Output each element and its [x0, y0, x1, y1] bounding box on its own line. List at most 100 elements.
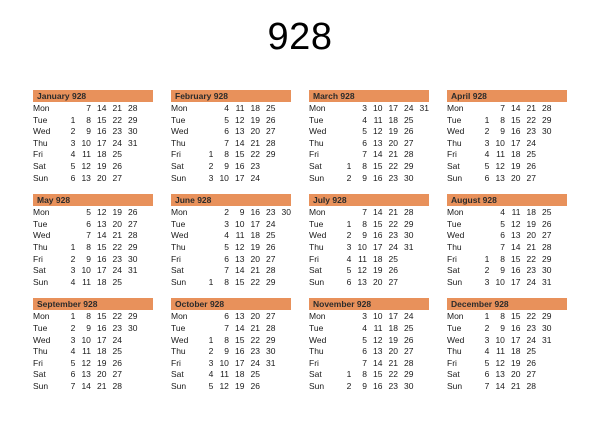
day-cell[interactable]: 26	[404, 126, 414, 137]
day-cell[interactable]: 30	[404, 172, 414, 183]
day-cell[interactable]: 21	[250, 137, 260, 148]
day-cell[interactable]: 2	[484, 322, 490, 333]
day-cell[interactable]: 14	[372, 207, 383, 218]
day-cell[interactable]: 30	[404, 230, 414, 241]
day-cell[interactable]: 13	[510, 230, 521, 241]
day-cell[interactable]: 16	[96, 126, 107, 137]
day-cell[interactable]: 12	[372, 126, 383, 137]
day-cell[interactable]: 19	[510, 160, 521, 171]
day-cell[interactable]: 14	[234, 265, 245, 276]
day-cell[interactable]: 3	[346, 241, 352, 252]
day-cell[interactable]: 31	[128, 137, 138, 148]
day-cell[interactable]: 23	[388, 230, 398, 241]
day-cell[interactable]: 6	[86, 218, 91, 229]
day-cell[interactable]: 28	[112, 380, 122, 391]
day-cell[interactable]: 14	[372, 149, 383, 160]
day-cell[interactable]: 19	[96, 357, 107, 368]
day-cell[interactable]: 5	[224, 114, 229, 125]
day-cell[interactable]: 20	[250, 253, 260, 264]
day-cell[interactable]: 17	[510, 137, 521, 148]
day-cell[interactable]: 23	[388, 172, 398, 183]
day-cell[interactable]: 22	[388, 160, 398, 171]
day-cell[interactable]: 25	[542, 207, 552, 218]
day-cell[interactable]: 21	[526, 241, 536, 252]
day-cell[interactable]: 11	[82, 276, 91, 287]
day-cell[interactable]: 16	[372, 380, 383, 391]
day-cell[interactable]: 25	[266, 103, 276, 113]
day-cell[interactable]: 17	[96, 334, 107, 345]
day-cell[interactable]: 9	[224, 160, 229, 171]
day-cell[interactable]: 19	[526, 218, 536, 229]
day-cell[interactable]: 22	[250, 149, 260, 160]
day-cell[interactable]: 24	[112, 334, 122, 345]
day-cell[interactable]: 27	[388, 276, 398, 287]
day-cell[interactable]: 27	[526, 369, 536, 380]
day-cell[interactable]: 20	[388, 346, 398, 357]
day-cell[interactable]: 30	[542, 322, 552, 333]
day-cell[interactable]: 7	[70, 380, 76, 391]
day-cell[interactable]: 1	[346, 218, 352, 229]
day-cell[interactable]: 16	[96, 322, 107, 333]
day-cell[interactable]: 3	[484, 334, 490, 345]
day-cell[interactable]: 23	[266, 207, 276, 218]
day-cell[interactable]: 3	[484, 137, 490, 148]
day-cell[interactable]: 28	[266, 265, 276, 276]
day-cell[interactable]: 17	[234, 172, 245, 183]
day-cell[interactable]: 29	[128, 114, 138, 125]
day-cell[interactable]: 6	[70, 369, 76, 380]
day-cell[interactable]: 4	[362, 114, 367, 125]
day-cell[interactable]: 6	[224, 126, 229, 137]
day-cell[interactable]: 11	[496, 149, 505, 160]
day-cell[interactable]: 16	[372, 172, 383, 183]
day-cell[interactable]: 10	[81, 137, 91, 148]
day-cell[interactable]: 15	[372, 218, 383, 229]
day-cell[interactable]: 13	[234, 253, 245, 264]
day-cell[interactable]: 1	[346, 369, 352, 380]
day-cell[interactable]: 11	[358, 253, 367, 264]
day-cell[interactable]: 27	[404, 346, 414, 357]
day-cell[interactable]: 10	[219, 172, 229, 183]
day-cell[interactable]: 31	[404, 241, 414, 252]
day-cell[interactable]: 15	[234, 334, 245, 345]
day-cell[interactable]: 21	[96, 380, 107, 391]
day-cell[interactable]: 4	[362, 322, 367, 333]
day-cell[interactable]: 20	[510, 172, 521, 183]
day-cell[interactable]: 13	[372, 346, 383, 357]
day-cell[interactable]: 4	[70, 346, 76, 357]
day-cell[interactable]: 21	[510, 380, 521, 391]
day-cell[interactable]: 1	[346, 160, 352, 171]
day-cell[interactable]: 7	[86, 103, 91, 113]
day-cell[interactable]: 29	[266, 334, 276, 345]
day-cell[interactable]: 19	[372, 265, 383, 276]
day-cell[interactable]: 22	[250, 334, 260, 345]
day-cell[interactable]: 28	[542, 103, 552, 113]
day-cell[interactable]: 17	[510, 334, 521, 345]
day-cell[interactable]: 12	[495, 357, 505, 368]
day-cell[interactable]: 29	[542, 253, 552, 264]
day-cell[interactable]: 1	[484, 114, 490, 125]
day-cell[interactable]: 28	[526, 380, 536, 391]
day-cell[interactable]: 29	[266, 149, 276, 160]
day-cell[interactable]: 19	[388, 126, 398, 137]
day-cell[interactable]: 23	[526, 126, 536, 137]
day-cell[interactable]: 25	[250, 369, 260, 380]
day-cell[interactable]: 28	[404, 207, 414, 218]
day-cell[interactable]: 15	[234, 276, 245, 287]
day-cell[interactable]: 9	[86, 126, 91, 137]
day-cell[interactable]: 30	[266, 346, 276, 357]
day-cell[interactable]: 19	[250, 114, 260, 125]
day-cell[interactable]: 6	[484, 172, 490, 183]
day-cell[interactable]: 5	[208, 380, 214, 391]
day-cell[interactable]: 25	[526, 346, 536, 357]
day-cell[interactable]: 20	[250, 126, 260, 137]
day-cell[interactable]: 24	[112, 137, 122, 148]
day-cell[interactable]: 25	[112, 149, 122, 160]
day-cell[interactable]: 29	[404, 160, 414, 171]
day-cell[interactable]: 12	[81, 357, 91, 368]
day-cell[interactable]: 14	[495, 380, 505, 391]
day-cell[interactable]: 23	[526, 265, 536, 276]
day-cell[interactable]: 10	[372, 103, 383, 113]
day-cell[interactable]: 22	[526, 311, 536, 322]
day-cell[interactable]: 2	[70, 322, 76, 333]
day-cell[interactable]: 9	[86, 253, 91, 264]
